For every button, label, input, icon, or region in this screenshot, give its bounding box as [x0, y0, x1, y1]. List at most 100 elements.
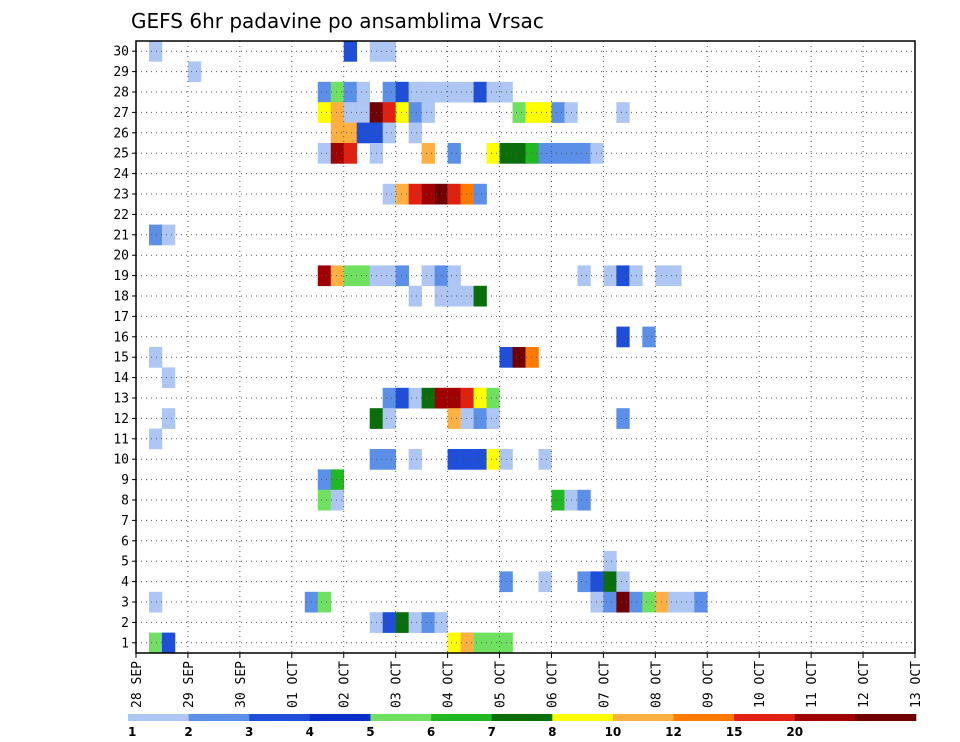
heatmap-cell	[460, 183, 474, 205]
heatmap-cell	[473, 183, 487, 205]
y-tick-label: 3	[121, 596, 129, 611]
colorbar-label: 12	[665, 725, 682, 739]
heatmap-cell	[356, 81, 370, 103]
heatmap-cell	[525, 102, 539, 123]
heatmap-cell	[421, 265, 435, 287]
heatmap-cell	[421, 102, 435, 123]
heatmap-cell	[395, 102, 409, 123]
plot-frame	[135, 40, 916, 654]
heatmap-cell	[408, 387, 422, 409]
heatmap-cell	[473, 449, 487, 470]
colorbar-swatch	[249, 714, 311, 721]
heatmap-cell	[460, 449, 474, 470]
heatmap-cell	[317, 143, 332, 164]
x-tick-label: 12 OCT	[857, 661, 872, 708]
heatmap-cell	[382, 449, 396, 470]
heatmap-cell	[395, 612, 409, 633]
heatmap-cell	[460, 408, 474, 429]
colorbar-swatch	[734, 714, 796, 721]
heatmap-cell	[421, 183, 435, 205]
colorbar: 1 2 3 4 5 6 7 8 10 12 15 20	[128, 714, 917, 739]
x-tick-label: 02 OCT	[338, 661, 353, 708]
heatmap-cell	[395, 265, 409, 287]
heatmap-cell	[473, 285, 487, 307]
y-tick-label: 24	[113, 167, 129, 182]
heatmap-cell	[525, 143, 539, 164]
heatmap-cell	[395, 387, 409, 409]
y-tick-label: 13	[113, 392, 129, 407]
x-tick-label: 28 SEP	[130, 661, 145, 708]
heatmap-cell	[421, 81, 435, 103]
y-tick-label: 22	[113, 208, 129, 223]
colorbar-swatch	[431, 714, 492, 721]
heatmap-cell	[486, 408, 500, 429]
heatmap-cell	[603, 571, 617, 593]
heatmap-cell	[382, 41, 396, 62]
heatmap-cell	[668, 591, 682, 613]
heatmap-cell	[161, 224, 176, 246]
colorbar-swatch	[309, 714, 371, 721]
heatmap-cell	[590, 591, 604, 613]
heatmap-cell	[421, 387, 435, 409]
heatmap-cell	[538, 571, 552, 593]
heatmap-cell	[447, 408, 461, 429]
colorbar-swatch	[491, 714, 553, 721]
heatmap-cell	[551, 102, 565, 123]
heatmap-cell	[616, 408, 630, 429]
heatmap-cell	[447, 183, 461, 205]
heatmap-cell	[382, 612, 396, 633]
colorbar-label: 10	[605, 725, 622, 739]
heatmap-cell	[408, 122, 422, 144]
x-tick-label: 29 SEP	[182, 661, 197, 708]
heatmap-cell	[408, 612, 422, 633]
y-tick-label: 26	[113, 126, 129, 141]
heatmap-cell	[356, 102, 370, 123]
y-tick-label: 10	[113, 453, 129, 468]
heatmap-cell	[616, 102, 630, 123]
y-axis: 1234567891011121314151617181920212223242…	[113, 45, 136, 651]
heatmap-cell	[330, 102, 345, 123]
y-tick-label: 15	[113, 351, 129, 366]
x-axis: 28 SEP 29 SEP 30 SEP 01 OCT 02 OCT 03 OCT 04 O…	[130, 653, 924, 708]
heatmap-cell	[382, 81, 396, 103]
y-tick-label: 18	[113, 290, 129, 305]
heatmap-cell	[382, 122, 396, 144]
heatmap-cell	[317, 102, 332, 123]
y-tick-label: 29	[113, 65, 129, 80]
colorbar-label: 2	[184, 725, 192, 739]
heatmap-cell	[512, 347, 526, 368]
heatmap-cell	[317, 591, 332, 613]
heatmap-cell	[447, 81, 461, 103]
heatmap-cell	[616, 571, 630, 593]
heatmap-cell	[408, 449, 422, 470]
colorbar-label: 1	[128, 725, 136, 739]
heatmap-cell	[603, 551, 617, 572]
heatmap-cell	[343, 81, 358, 103]
colorbar-swatch	[794, 714, 856, 721]
y-tick-label: 5	[121, 555, 129, 570]
heatmap-cell	[473, 81, 487, 103]
heatmap-cell	[460, 81, 474, 103]
heatmap-cell	[395, 183, 409, 205]
x-tick-label: 09 OCT	[701, 661, 716, 708]
colorbar-swatch	[188, 714, 250, 721]
heatmap-cell	[616, 326, 630, 348]
heatmap-cell	[408, 183, 422, 205]
colorbar-label: 3	[245, 725, 253, 739]
heatmap-cell	[317, 489, 332, 511]
x-tick-label: 01 OCT	[286, 661, 301, 708]
heatmap-cell	[616, 265, 630, 287]
colorbar-label: 20	[786, 725, 803, 739]
heatmap-cell	[447, 449, 461, 470]
x-tick-label: 06 OCT	[545, 661, 560, 708]
colorbar-swatch	[128, 714, 189, 721]
y-tick-label: 12	[113, 412, 129, 427]
heatmap-cell	[486, 632, 500, 654]
colorbar-label: 5	[366, 725, 374, 739]
gridlines	[136, 41, 915, 653]
y-tick-label: 20	[113, 249, 129, 264]
heatmap-cell	[330, 469, 345, 491]
heatmap-cell	[408, 285, 422, 307]
y-tick-label: 23	[113, 188, 129, 203]
